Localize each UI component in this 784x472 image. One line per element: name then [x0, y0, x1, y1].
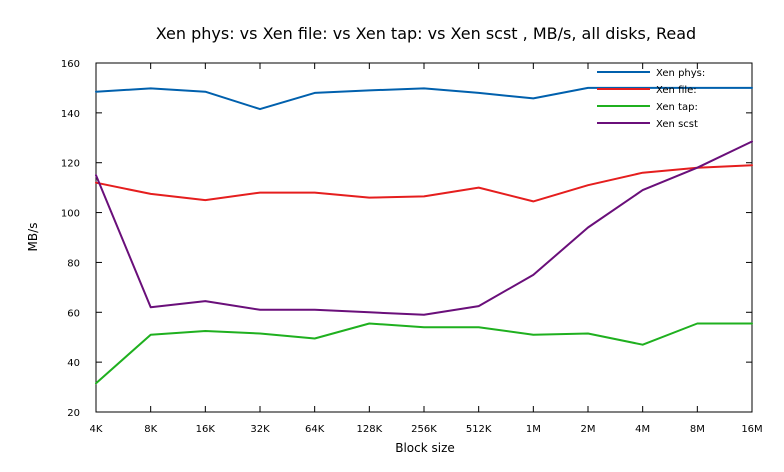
- y-tick-label: 120: [61, 159, 80, 170]
- series-group: [95, 86, 753, 385]
- series-line-xen-file: [95, 164, 753, 203]
- x-tick-label: 8K: [144, 424, 157, 435]
- legend-label-xen-scst: Xen scst: [656, 119, 698, 130]
- plot-frame: [95, 62, 753, 413]
- series-line-xen-phys: [95, 86, 753, 111]
- chart-title: Xen phys: vs Xen file: vs Xen tap: vs Xe…: [156, 24, 696, 43]
- x-tick-label: 512K: [466, 424, 492, 435]
- x-tick-label: 4M: [635, 424, 650, 435]
- series-line-xen-tap: [95, 322, 753, 385]
- y-tick-label: 80: [67, 258, 80, 269]
- x-tick-label: 128K: [357, 424, 383, 435]
- legend-label-xen-tap: Xen tap:: [656, 102, 698, 113]
- legend: Xen phys: Xen file: Xen tap: Xen scst: [597, 68, 705, 130]
- y-tick-label: 160: [61, 59, 80, 70]
- x-tick-label: 256K: [411, 424, 437, 435]
- x-tick-label: 16K: [196, 424, 216, 435]
- y-axis-title: MB/s: [26, 223, 40, 252]
- y-tick-label: 100: [61, 209, 80, 220]
- x-axis: 4K 8K 16K 32K 64K 128K 256K 512K 1M 2M 4M 8M 16M: [90, 63, 763, 435]
- x-tick-label: 16M: [741, 424, 762, 435]
- y-tick-label: 40: [67, 358, 80, 369]
- y-tick-label: 60: [67, 308, 80, 319]
- x-tick-label: 8M: [690, 424, 705, 435]
- y-axis: 20 40 60 80 100 120 140 160: [61, 59, 752, 419]
- legend-label-xen-file: Xen file:: [656, 85, 697, 96]
- x-tick-label: 32K: [250, 424, 270, 435]
- x-tick-label: 4K: [90, 424, 103, 435]
- x-tick-label: 2M: [581, 424, 596, 435]
- legend-label-xen-phys: Xen phys:: [656, 68, 705, 79]
- x-axis-title: Block size: [395, 441, 455, 455]
- x-tick-label: 64K: [305, 424, 325, 435]
- series-line-xen-scst: [95, 140, 753, 316]
- y-tick-label: 20: [67, 408, 80, 419]
- y-tick-label: 140: [61, 109, 80, 120]
- x-tick-label: 1M: [526, 424, 541, 435]
